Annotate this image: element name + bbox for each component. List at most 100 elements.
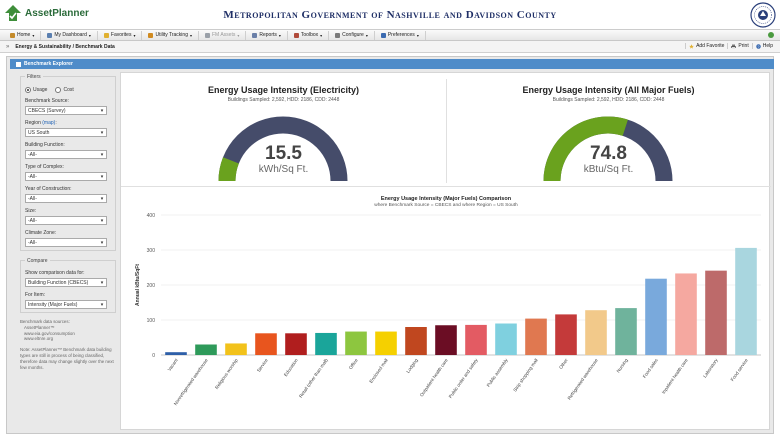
add-favorite-button[interactable]: Add Favorite — [685, 43, 727, 49]
chevron-down-icon: ▾ — [100, 174, 104, 180]
field-label: Region (map): — [25, 120, 111, 126]
page-actions: Add Favorite Print ? Help — [685, 43, 776, 49]
bar-lodging[interactable] — [405, 327, 427, 355]
gauge-divider — [446, 79, 447, 183]
climate-zone-select[interactable]: -All- ▾ — [25, 238, 107, 247]
bar-nursing[interactable] — [615, 308, 637, 355]
major-fuels-gauge: Energy Usage Intensity (All Major Fuels)… — [446, 73, 771, 186]
menu-configure[interactable]: Configure ▾ — [329, 30, 375, 40]
x-tick-label: Nursing — [616, 357, 629, 373]
comparison-bar-chart: 0 100 200 300 400 Annual kBtu/SqFt VacantNonre… — [135, 213, 761, 406]
select-value: Building Function (CBECS) — [28, 279, 89, 286]
field-label-text: Year of Construction: — [25, 186, 72, 192]
bar-inpatient-health-care[interactable] — [675, 273, 697, 355]
x-tick-label: Food service — [730, 357, 749, 382]
help-button[interactable]: ? Help — [751, 43, 776, 49]
x-tick-label: Retail (other than mall) — [298, 357, 329, 398]
menu-preferences[interactable]: Preferences ▾ — [375, 30, 426, 40]
collapse-arrows-icon[interactable]: » — [6, 43, 10, 50]
menu-toolbox[interactable]: Toolbox ▾ — [288, 30, 330, 40]
menu-label: Reports — [259, 32, 277, 38]
y-tick-label: 300 — [147, 248, 156, 254]
configure-icon — [335, 32, 341, 38]
x-tick-label: Religious worship — [214, 357, 239, 390]
bar-public-assembly[interactable] — [495, 323, 517, 356]
menu-label: My Dashboard — [54, 32, 87, 38]
menu-label: Configure — [342, 32, 364, 38]
x-tick-label: Laboratory — [702, 357, 719, 378]
region-select[interactable]: US South ▾ — [25, 128, 107, 137]
x-tick-label: Lodging — [405, 357, 419, 374]
menu-label: Preferences — [387, 32, 415, 38]
preferences-icon — [380, 32, 386, 38]
app-logo[interactable]: AssetPlanner — [4, 4, 89, 22]
usage-radio[interactable] — [25, 87, 31, 93]
region-map-link[interactable]: (map) — [42, 120, 56, 126]
chevron-down-icon: ▾ — [237, 32, 240, 38]
bar-outpatient-health-care[interactable] — [435, 325, 457, 355]
bar-vacant[interactable] — [165, 352, 187, 355]
star-icon — [689, 43, 694, 49]
bar-food-service[interactable] — [735, 247, 757, 355]
bar-food-sales[interactable] — [645, 278, 667, 355]
building-function-select[interactable]: -All- ▾ — [25, 150, 107, 159]
bar-education[interactable] — [285, 333, 307, 355]
help-label: Help — [762, 43, 773, 49]
cost-radio[interactable] — [55, 87, 62, 93]
gauge-value: 15.5 — [265, 143, 302, 164]
print-button[interactable]: Print — [727, 43, 751, 49]
year-of-construction-select[interactable]: -All- ▾ — [25, 194, 107, 203]
panel-title: Benchmark Explorer — [24, 61, 73, 67]
field-label-text: Size: — [25, 208, 37, 214]
type-of-complex-select[interactable]: -All- ▾ — [25, 172, 107, 181]
dashboard-icon — [47, 32, 53, 38]
bar-enclosed-mall[interactable] — [375, 331, 397, 355]
show-comparison-data-for-select[interactable]: Building Function (CBECS) ▾ — [25, 278, 107, 287]
size-select[interactable]: -All- ▾ — [25, 216, 107, 225]
label-suffix: : — [55, 120, 57, 126]
select-value: -All- — [28, 173, 37, 180]
for-item-select[interactable]: Intensity (Major Fuels) ▾ — [25, 300, 107, 309]
chevron-down-icon: ▾ — [278, 32, 281, 38]
menu-reports[interactable]: Reports ▾ — [246, 30, 288, 40]
fm-assets-icon — [205, 32, 210, 38]
bar-public-order-and-safety[interactable] — [465, 324, 487, 355]
field-label: Show comparison data for: — [25, 270, 111, 276]
field-label: Building Function: — [25, 142, 111, 148]
select-value: -All- — [28, 151, 37, 158]
menu-home[interactable]: Home ▾ — [4, 30, 42, 40]
bar-retail-other-than-mall[interactable] — [315, 332, 337, 355]
asset-planner-logo-icon — [5, 5, 21, 21]
svg-text:?: ? — [757, 44, 759, 48]
menu-utility-tracking[interactable]: Utility Tracking ▾ — [142, 30, 199, 40]
bar-office[interactable] — [345, 331, 367, 355]
menu-favorites[interactable]: Favorites ▾ — [98, 30, 143, 40]
select-value: -All- — [28, 239, 37, 246]
favorites-icon — [103, 32, 109, 38]
bar-strip-shopping-mall[interactable] — [525, 318, 547, 355]
field-label-text: Benchmark Source: — [25, 98, 69, 104]
x-tick-label: Food sales — [642, 357, 659, 379]
menu-label: Favorites — [110, 32, 132, 38]
cost-radio-label: Cost — [63, 87, 74, 93]
gauge-title: Energy Usage Intensity (Electricity) — [207, 85, 360, 95]
status-indicator-icon[interactable] — [768, 32, 774, 38]
gauge-track — [218, 116, 348, 182]
x-tick-label: Service — [256, 357, 269, 373]
bar-other[interactable] — [555, 314, 577, 355]
bar-nonrefrigerated-warehouse[interactable] — [195, 344, 217, 356]
bar-service[interactable] — [255, 333, 277, 355]
sources-heading: Benchmark data sources: — [20, 319, 70, 324]
bar-laboratory[interactable] — [705, 270, 727, 355]
menu-my-dashboard[interactable]: My Dashboard ▾ — [41, 30, 98, 40]
field-label-text: Climate Zone: — [25, 230, 57, 236]
benchmark-source-select[interactable]: CBECS (Survey) ▾ — [25, 106, 107, 115]
gauge-subtitle: Buildings Sampled: 2,592, HDD: 2186, CDD… — [552, 97, 665, 103]
bar-refrigerated-warehouse[interactable] — [585, 310, 607, 355]
menu-fm-assets[interactable]: FM Assets ▾ — [199, 30, 247, 40]
chevron-down-icon: ▾ — [32, 32, 35, 38]
bar-religious-worship[interactable] — [225, 343, 247, 355]
help-icon: ? — [755, 43, 761, 49]
chevron-down-icon: ▾ — [100, 280, 104, 286]
printer-icon — [731, 44, 737, 48]
